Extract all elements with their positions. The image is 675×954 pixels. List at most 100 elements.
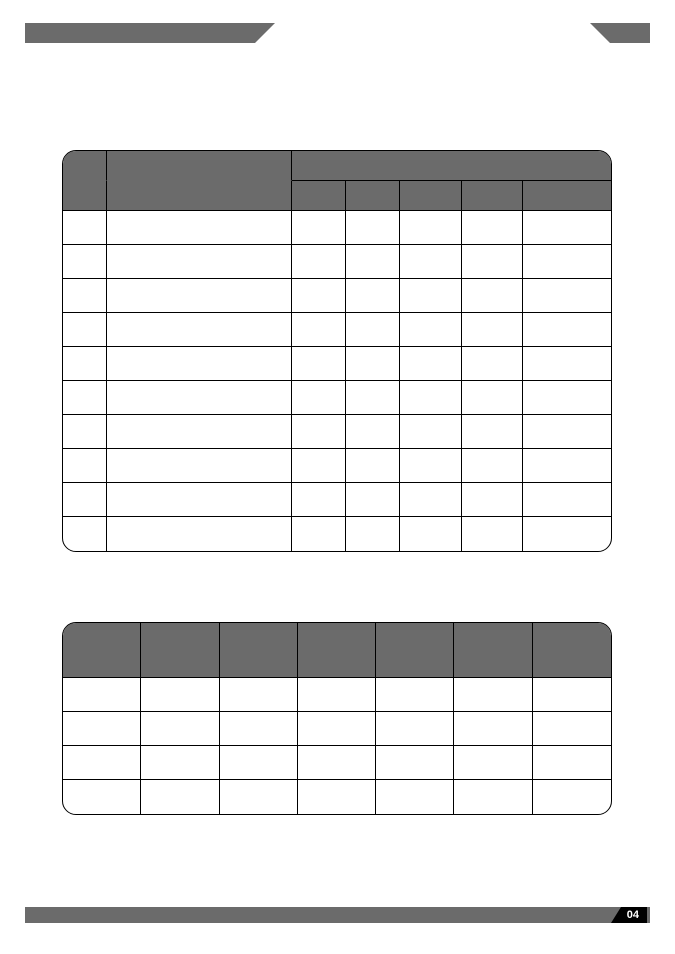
table-cell bbox=[462, 347, 524, 381]
table-cell bbox=[63, 415, 107, 449]
table-cell bbox=[376, 678, 454, 712]
table-row bbox=[63, 415, 611, 449]
table-row bbox=[63, 678, 611, 712]
table-cell bbox=[523, 211, 611, 245]
t1-h2-c1 bbox=[107, 181, 292, 211]
table-cell bbox=[292, 381, 346, 415]
table-cell bbox=[462, 245, 524, 279]
table-cell bbox=[523, 313, 611, 347]
table-cell bbox=[400, 279, 462, 313]
t1-h-c0 bbox=[63, 151, 107, 181]
table-row bbox=[63, 483, 611, 517]
table-cell bbox=[454, 678, 532, 712]
table-1-body bbox=[63, 211, 611, 551]
table-cell bbox=[63, 313, 107, 347]
table-row bbox=[63, 517, 611, 551]
t1-h-sub-1 bbox=[346, 181, 400, 211]
table-cell bbox=[400, 483, 462, 517]
t1-h-sub-3 bbox=[462, 181, 524, 211]
table-cell bbox=[400, 449, 462, 483]
table-cell bbox=[292, 449, 346, 483]
table-cell bbox=[292, 347, 346, 381]
table-cell bbox=[346, 347, 400, 381]
table-cell bbox=[298, 678, 376, 712]
table-row bbox=[63, 449, 611, 483]
table-cell bbox=[346, 313, 400, 347]
table-cell bbox=[533, 678, 611, 712]
table-cell bbox=[63, 347, 107, 381]
table-cell bbox=[63, 245, 107, 279]
table-cell bbox=[346, 279, 400, 313]
table-row bbox=[63, 211, 611, 245]
table-cell bbox=[523, 347, 611, 381]
table-cell bbox=[400, 381, 462, 415]
table-cell bbox=[292, 245, 346, 279]
table-row bbox=[63, 279, 611, 313]
page-number: 04 bbox=[627, 909, 639, 921]
table-cell bbox=[141, 746, 219, 780]
table-row bbox=[63, 313, 611, 347]
table-cell bbox=[400, 517, 462, 551]
table-cell bbox=[462, 483, 524, 517]
table-cell bbox=[400, 245, 462, 279]
table-cell bbox=[400, 313, 462, 347]
table-cell bbox=[63, 712, 141, 746]
table-cell bbox=[220, 712, 298, 746]
table-cell bbox=[292, 279, 346, 313]
table-row bbox=[63, 245, 611, 279]
top-bar-left bbox=[25, 23, 255, 43]
top-bar-right bbox=[610, 23, 650, 43]
t2-h-6 bbox=[533, 623, 611, 678]
table-row bbox=[63, 780, 611, 814]
table-cell bbox=[454, 746, 532, 780]
table-cell bbox=[63, 517, 107, 551]
table-cell bbox=[533, 746, 611, 780]
t2-h-4 bbox=[376, 623, 454, 678]
t1-h-sub-0 bbox=[292, 181, 346, 211]
table-cell bbox=[292, 313, 346, 347]
table-cell bbox=[400, 347, 462, 381]
table-cell bbox=[346, 449, 400, 483]
table-cell bbox=[346, 517, 400, 551]
table-cell bbox=[107, 347, 292, 381]
table-cell bbox=[63, 211, 107, 245]
table-cell bbox=[376, 780, 454, 814]
table-2-header-row bbox=[63, 623, 611, 678]
t1-h-group bbox=[292, 151, 611, 181]
table-cell bbox=[292, 517, 346, 551]
table-cell bbox=[63, 746, 141, 780]
t1-h-sub-4 bbox=[523, 181, 611, 211]
table-cell bbox=[454, 712, 532, 746]
table-cell bbox=[63, 780, 141, 814]
table-cell bbox=[376, 712, 454, 746]
t2-h-1 bbox=[141, 623, 219, 678]
table-cell bbox=[523, 381, 611, 415]
t1-h2-c0 bbox=[63, 181, 107, 211]
table-row bbox=[63, 381, 611, 415]
table-1-header-row-1 bbox=[63, 151, 611, 181]
bottom-accent-bar bbox=[25, 907, 650, 923]
t2-h-2 bbox=[220, 623, 298, 678]
table-2 bbox=[62, 622, 612, 815]
table-cell bbox=[346, 245, 400, 279]
table-cell bbox=[462, 313, 524, 347]
table-cell bbox=[523, 449, 611, 483]
table-cell bbox=[523, 483, 611, 517]
table-cell bbox=[63, 381, 107, 415]
table-cell bbox=[107, 245, 292, 279]
table-cell bbox=[63, 678, 141, 712]
table-1-header-row-2 bbox=[63, 181, 611, 211]
table-cell bbox=[63, 483, 107, 517]
table-cell bbox=[220, 780, 298, 814]
table-cell bbox=[141, 712, 219, 746]
table-cell bbox=[107, 449, 292, 483]
t2-h-5 bbox=[454, 623, 532, 678]
top-accent-bars bbox=[0, 23, 675, 43]
table-cell bbox=[107, 415, 292, 449]
table-cell bbox=[346, 381, 400, 415]
table-cell bbox=[523, 279, 611, 313]
table-cell bbox=[346, 483, 400, 517]
table-cell bbox=[292, 415, 346, 449]
table-cell bbox=[454, 780, 532, 814]
table-cell bbox=[346, 211, 400, 245]
